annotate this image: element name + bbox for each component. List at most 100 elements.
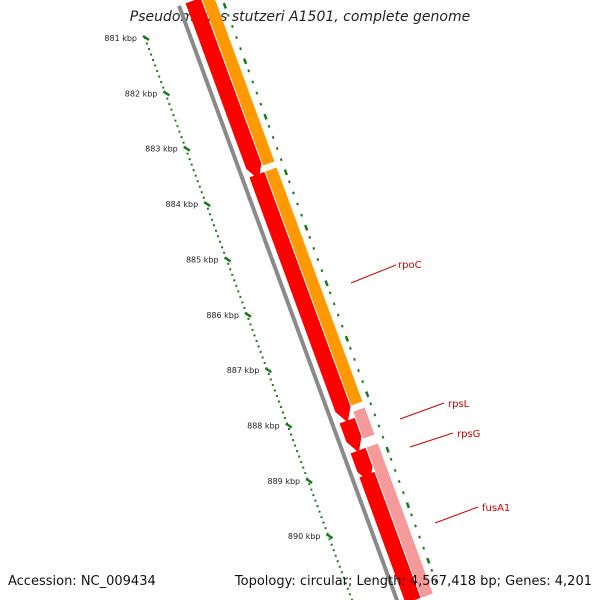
tick-mark — [369, 402, 373, 406]
ruler-dot — [324, 527, 327, 530]
tick-mark — [308, 235, 312, 239]
ruler-dot — [255, 339, 258, 342]
ruler-dot — [239, 295, 242, 298]
tick-mark — [235, 36, 238, 40]
reverse-gene-block — [350, 447, 373, 483]
ruler-dot — [178, 130, 181, 133]
tick-mark — [373, 413, 377, 417]
ruler-dot — [298, 455, 301, 458]
tick-mark — [275, 147, 279, 151]
tick-mark — [263, 113, 268, 120]
genome-summary-text: Topology: circular; Length: 4,567,418 bp… — [234, 574, 592, 589]
tick-mark — [226, 13, 230, 17]
ruler-dot — [257, 345, 260, 348]
tick-mark — [365, 391, 370, 398]
tick-mark — [271, 135, 275, 139]
ruler-dot — [227, 262, 230, 265]
tick-mark — [231, 24, 234, 28]
ruler-dot — [294, 444, 297, 447]
tick-mark — [434, 579, 438, 583]
ruler-tick-label: 886 kbp — [206, 311, 239, 320]
ruler-dot — [186, 152, 189, 155]
ruler-dot — [229, 268, 232, 271]
tick-mark — [328, 291, 332, 295]
ruler-tick-label: 888 kbp — [247, 421, 280, 430]
ruler-major-tick — [264, 367, 273, 374]
tick-mark — [340, 324, 344, 328]
ruler-dot — [206, 207, 209, 210]
ruler-dot — [168, 103, 171, 106]
kbp-ruler: 881 kbp 882 kbp 883 kbp 884 kbp 885 kbp 886 k… — [104, 34, 353, 600]
ruler-dot — [300, 461, 303, 464]
outer-tick-track — [222, 2, 438, 583]
ruler-dot — [210, 218, 213, 221]
ruler-dot — [304, 472, 307, 475]
ruler-dot — [154, 64, 157, 67]
tick-mark — [251, 80, 255, 84]
ruler-tick-label: 881 kbp — [104, 34, 137, 43]
ruler-dot — [312, 494, 315, 497]
gene-label-rpoC: rpoC — [398, 260, 422, 271]
tick-mark — [418, 535, 421, 539]
ruler-major-tick — [223, 256, 232, 263]
ruler-major-tick — [305, 477, 313, 484]
ruler-dot — [237, 290, 240, 293]
ruler-dot — [212, 224, 215, 227]
ruler-dot — [156, 70, 159, 73]
tick-mark — [336, 313, 340, 317]
ruler-dot — [332, 549, 335, 552]
ruler-dot — [336, 560, 339, 563]
tick-mark — [422, 546, 426, 550]
gene-leader-line — [434, 506, 479, 524]
ruler-dot — [346, 587, 349, 590]
tick-mark — [430, 568, 434, 572]
ruler-dot — [283, 417, 286, 420]
ruler-dot — [308, 483, 311, 486]
ruler-dot — [259, 350, 262, 353]
tick-mark — [222, 2, 227, 9]
ruler-dot — [158, 75, 161, 78]
ruler-dot — [330, 543, 333, 546]
ruler-dot — [267, 372, 270, 375]
ruler-dot — [328, 538, 331, 541]
ruler-dot — [198, 185, 201, 188]
ruler-dot — [275, 394, 278, 397]
reverse-strand-track — [185, 0, 421, 600]
ruler-dot — [241, 301, 244, 304]
tick-mark — [414, 524, 417, 528]
tick-mark — [410, 513, 413, 517]
ruler-dot — [176, 125, 179, 128]
ruler-tick-label: 887 kbp — [227, 366, 260, 375]
ruler-dot — [340, 571, 343, 574]
ruler-dot — [296, 450, 299, 453]
ruler-major-tick — [162, 90, 171, 97]
ruler-dot — [146, 42, 149, 45]
tick-mark — [247, 69, 251, 73]
ruler-tick-label: 884 kbp — [166, 200, 199, 209]
ruler-dot — [243, 306, 246, 309]
ruler-dot — [172, 114, 175, 117]
ruler-dot — [148, 48, 151, 51]
ruler-dot — [223, 251, 226, 254]
tick-mark — [353, 357, 356, 361]
ruler-dot — [190, 163, 193, 166]
gene-label-rpsL: rpsL — [448, 399, 470, 410]
ruler-major-tick — [183, 145, 191, 152]
ruler-dot — [350, 598, 353, 600]
ruler-dot — [318, 510, 321, 513]
tick-mark — [426, 557, 431, 564]
ruler-dot — [150, 53, 153, 56]
ruler-major-tick — [325, 533, 334, 540]
ruler-dot — [269, 378, 272, 381]
tick-mark — [385, 446, 390, 453]
ruler-dot — [170, 108, 173, 111]
ruler-dot — [152, 59, 155, 62]
ruler-dot — [160, 81, 163, 84]
ruler-dot — [200, 191, 203, 194]
tick-mark — [287, 180, 291, 184]
tick-mark — [312, 246, 316, 250]
ruler-dot — [279, 406, 282, 409]
tick-mark — [283, 169, 289, 176]
ruler-major-tick — [285, 422, 293, 429]
